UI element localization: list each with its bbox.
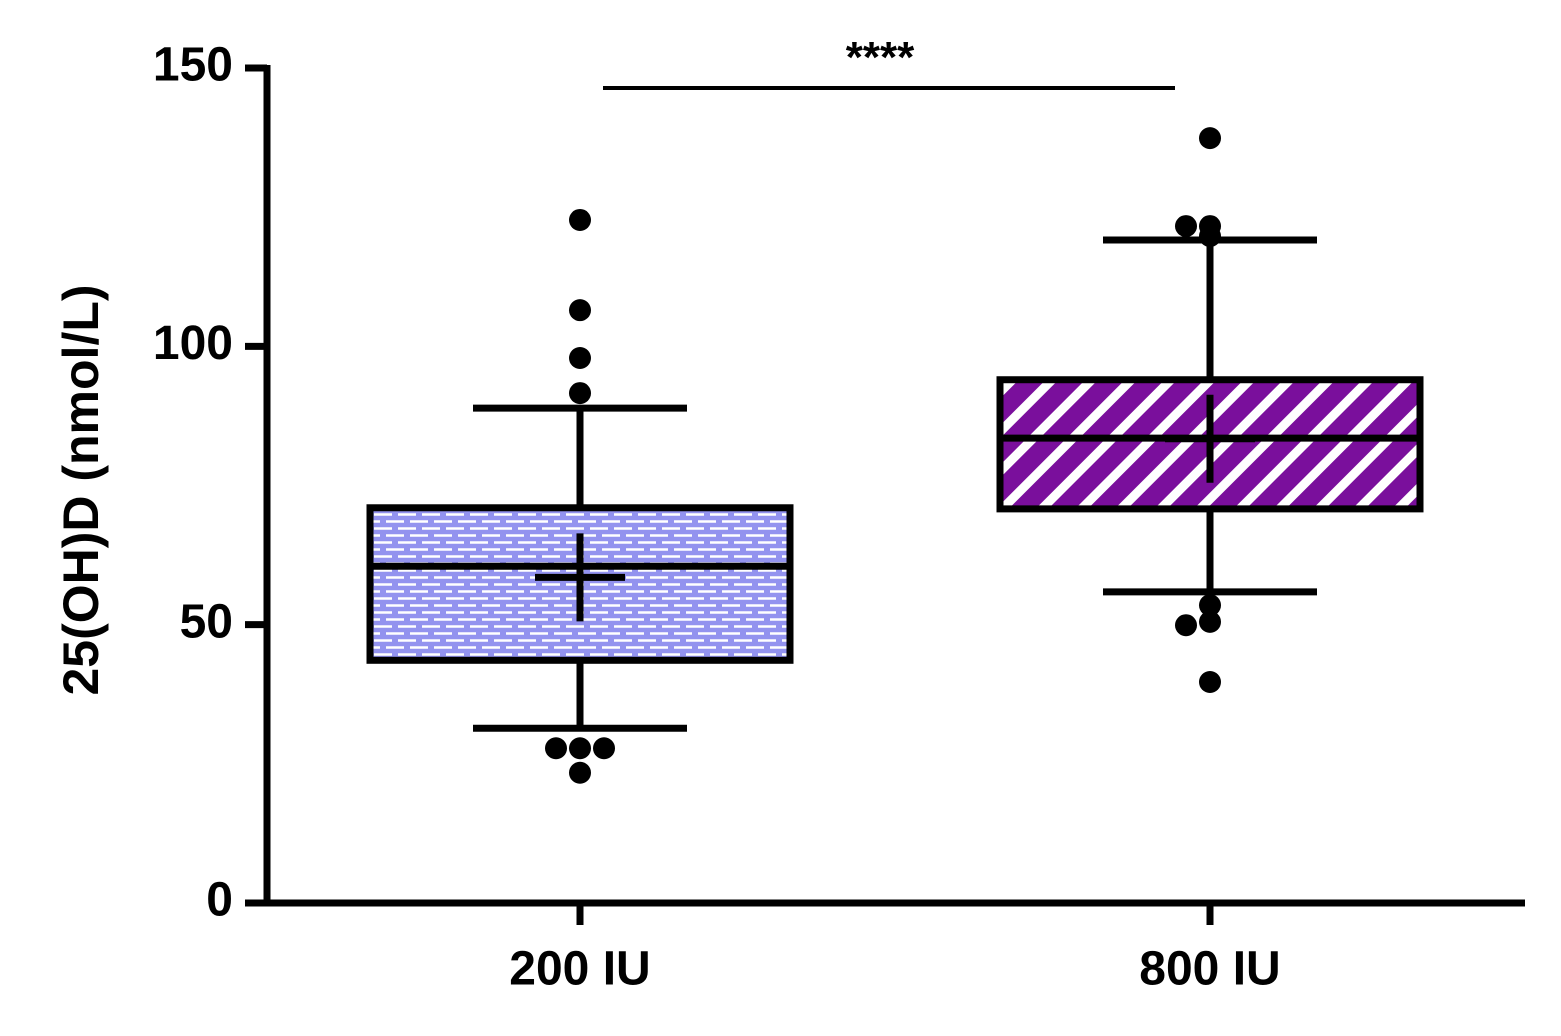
outlier [1199, 594, 1221, 617]
outlier [569, 761, 591, 784]
y-tick-label: 100 [153, 317, 233, 370]
y-axis-label: 25(OH)D (nmol/L) [53, 284, 109, 695]
outlier [569, 299, 591, 322]
y-tick-label: 150 [153, 39, 233, 92]
outlier [545, 737, 567, 760]
significance-label: **** [846, 33, 915, 82]
outlier [569, 347, 591, 370]
outlier [1199, 671, 1221, 694]
y-tick-label: 50 [180, 595, 233, 648]
outlier [569, 737, 591, 760]
outlier [1175, 215, 1197, 238]
outlier [569, 382, 591, 405]
outlier [569, 208, 591, 231]
outlier [1199, 610, 1221, 633]
outlier [1199, 127, 1221, 150]
outlier [1199, 225, 1221, 248]
y-tick-label: 0 [206, 874, 233, 927]
outlier [1175, 614, 1197, 637]
outlier [593, 737, 615, 760]
x-tick-label: 200 IU [509, 943, 650, 996]
x-tick-label: 800 IU [1139, 943, 1280, 996]
